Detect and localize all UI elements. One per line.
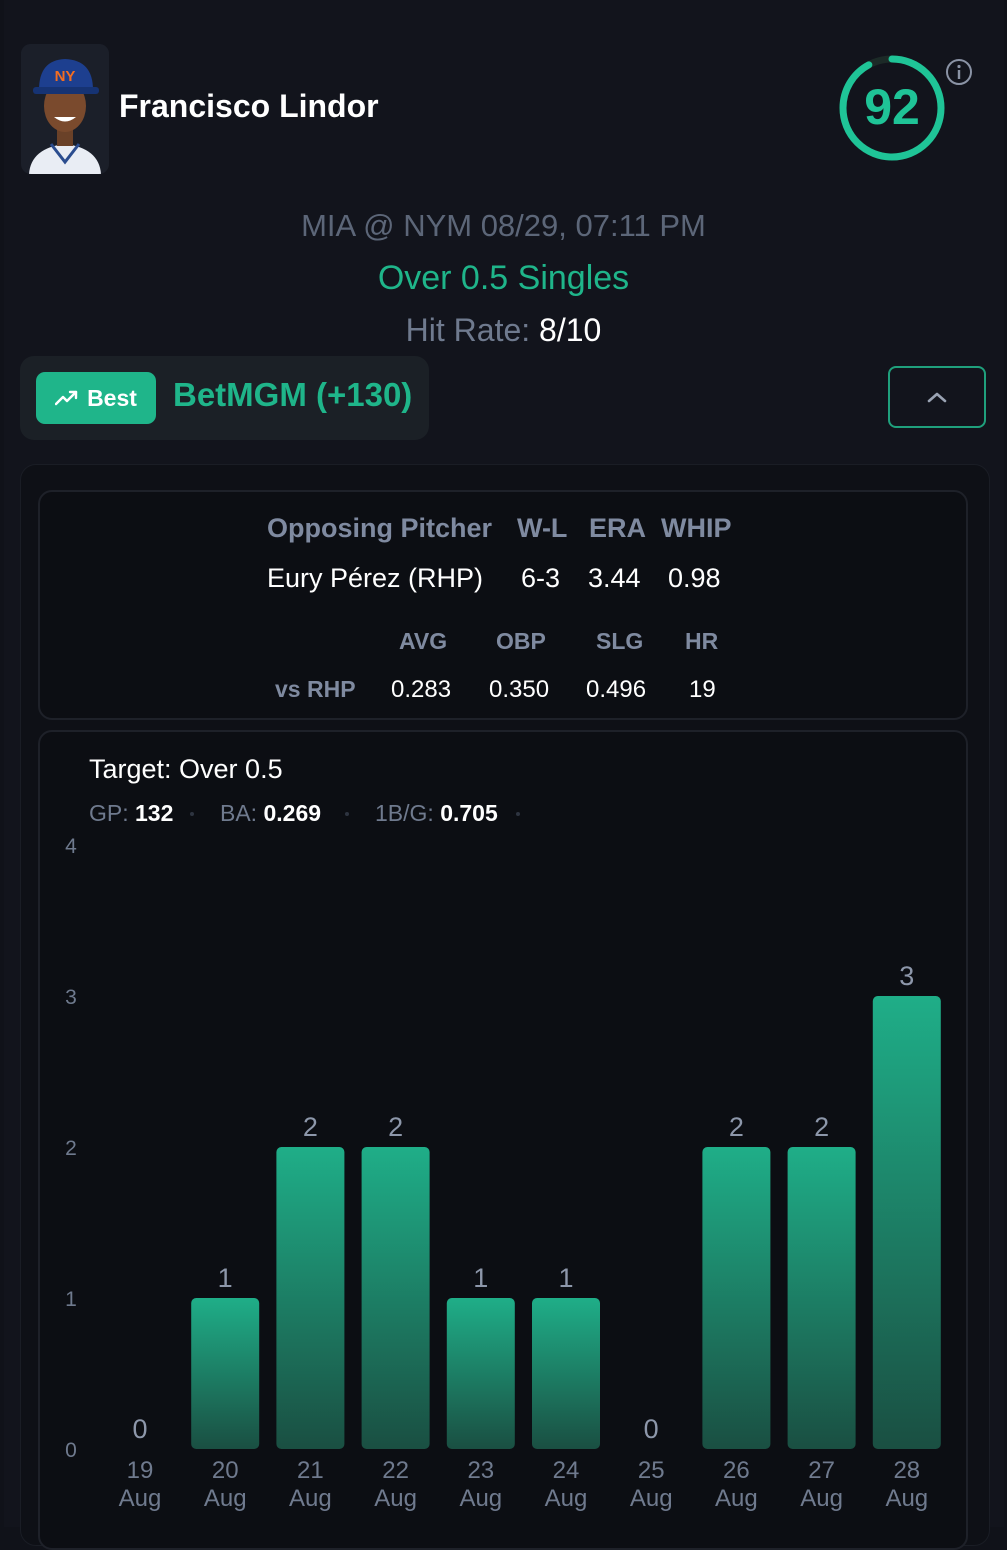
bar-value-label: 2 [303,1112,318,1142]
separator-dot [516,812,520,816]
stat-bpg-value: 0.705 [440,800,498,826]
collapse-button[interactable] [888,366,986,428]
x-tick-day: 20 [212,1457,239,1484]
best-badge[interactable]: Best [36,372,156,424]
x-tick-day: 27 [808,1457,835,1484]
y-tick-label: 1 [65,1288,77,1311]
stat-gp-label: GP: [89,800,129,826]
header-obp: OBP [496,628,546,654]
header-hr: HR [685,628,719,654]
x-tick-month: Aug [800,1485,843,1512]
y-tick-label: 3 [65,986,77,1009]
score-ring [839,55,945,161]
split-slg: 0.496 [586,676,647,703]
header-era: ERA [589,513,647,543]
trending-up-icon [55,390,78,406]
hit-rate: Hit Rate: 8/10 [0,312,1007,349]
x-tick-month: Aug [885,1485,928,1512]
bar-value-label: 2 [814,1112,829,1142]
x-tick-day: 24 [553,1457,580,1484]
game-matchup: MIA @ NYM 08/29, 07:11 PM [301,208,706,243]
bar[interactable] [532,1298,600,1449]
x-tick-day: 23 [467,1457,494,1484]
x-tick-day: 22 [382,1457,409,1484]
separator-dot [190,812,194,816]
bar-value-label: 2 [729,1112,744,1142]
bar-value-label: 1 [558,1263,573,1293]
bar[interactable] [191,1298,260,1449]
bar-value-label: 0 [132,1414,147,1444]
x-tick-month: Aug [119,1485,162,1512]
pitcher-era: 3.44 [588,563,641,593]
bar-value-label: 2 [388,1112,403,1142]
bar[interactable] [276,1147,345,1449]
player-name: Francisco Lindor [119,88,379,124]
bar-value-label: 0 [644,1414,659,1444]
x-tick-month: Aug [545,1485,588,1512]
pitcher-name: Eury Pérez (RHP) [267,563,484,593]
x-tick-month: Aug [374,1485,417,1512]
svg-text:NY: NY [55,68,76,85]
bar-value-label: 3 [899,961,914,991]
pitcher-whip: 0.98 [668,563,721,593]
player-avatar: NY [21,44,109,174]
header-avg: AVG [399,628,448,654]
bar-value-label: 1 [473,1263,488,1293]
stat-gp: GP: 132 [89,800,173,827]
x-tick-day: 19 [127,1457,154,1484]
pitcher-wl: 6-3 [521,563,561,593]
header-whip: WHIP [661,513,732,543]
best-label: Best [87,384,137,411]
x-tick-month: Aug [630,1485,673,1512]
header-slg: SLG [596,628,644,654]
stat-ba-value: 0.269 [263,800,322,826]
x-tick-day: 28 [893,1457,920,1484]
stat-singles-per-game: 1B/G: 0.705 [375,800,498,827]
x-tick-month: Aug [204,1485,247,1512]
bar[interactable] [446,1298,515,1449]
score-value: 92 [864,79,920,135]
y-tick-label: 4 [65,835,77,858]
y-tick-label: 2 [65,1137,77,1160]
header-opposing-pitcher: Opposing Pitcher [267,513,493,543]
bar[interactable] [361,1147,430,1449]
chevron-up-icon [927,392,947,403]
info-icon[interactable] [945,58,973,86]
x-tick-month: Aug [459,1485,502,1512]
bar-value-label: 1 [218,1263,233,1293]
x-tick-day: 25 [638,1457,665,1484]
sportsbook-odds[interactable]: BetMGM (+130) [173,376,413,413]
split-row-label: vs RHP [275,676,356,702]
y-tick-label: 0 [65,1439,77,1462]
x-tick-day: 21 [297,1457,324,1484]
split-avg: 0.283 [391,676,452,703]
x-tick-month: Aug [715,1485,758,1512]
header-wl: W-L [517,513,568,543]
player-headshot-icon: NY [21,44,109,174]
hit-rate-value: 8/10 [539,312,602,348]
bet-line: Over 0.5 Singles [377,259,630,297]
split-hr: 19 [689,676,716,703]
x-tick-month: Aug [289,1485,332,1512]
separator-dot [345,812,349,816]
stat-ba-label: BA: [220,800,258,826]
bar[interactable] [872,996,941,1449]
bar[interactable] [787,1147,856,1449]
stat-ba: BA: 0.269 [220,800,321,827]
stat-gp-value: 132 [135,800,174,826]
bar[interactable] [702,1147,771,1449]
split-obp: 0.350 [489,676,550,703]
target-label: Target: Over 0.5 [89,754,283,784]
x-tick-day: 26 [723,1457,750,1484]
pitcher-card [38,490,968,720]
hit-rate-label: Hit Rate: [405,312,531,348]
stat-bpg-label: 1B/G: [375,800,434,826]
